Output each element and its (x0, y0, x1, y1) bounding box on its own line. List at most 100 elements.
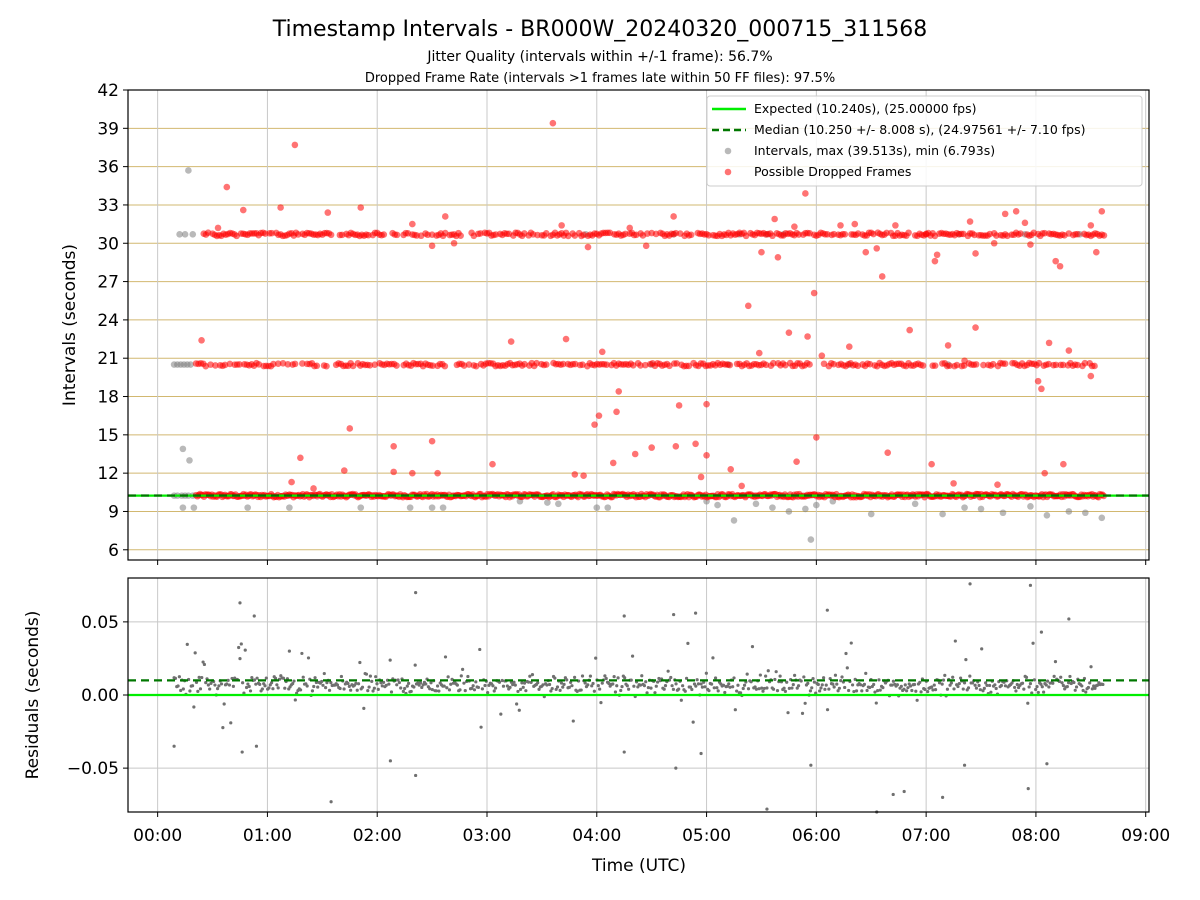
residual-point (405, 684, 409, 688)
dropped-frame-point (648, 444, 655, 451)
residual-point (800, 711, 805, 715)
residual-point (663, 684, 668, 688)
dropped-frame-point (637, 362, 644, 369)
residual-point (500, 678, 504, 683)
residual-point (1034, 687, 1038, 692)
residual-point (401, 689, 405, 693)
residual-point (793, 673, 797, 677)
residual-point (727, 682, 731, 686)
residual-point (764, 674, 768, 678)
residual-point (696, 682, 701, 686)
residual-point (366, 689, 370, 693)
dropped-frame-point (804, 333, 811, 340)
residual-point (891, 792, 895, 797)
interval-point (1065, 508, 1073, 515)
residual-point (670, 684, 674, 688)
residual-point (276, 686, 280, 690)
y-tick-label: 42 (97, 81, 119, 101)
residual-point (899, 684, 903, 688)
residual-point (956, 684, 960, 689)
residual-point (1014, 689, 1018, 693)
residual-point (1027, 685, 1031, 689)
residual-point (230, 676, 234, 681)
residual-point (1086, 685, 1090, 690)
dropped-frame-point (428, 242, 436, 250)
residual-point (371, 689, 375, 693)
residual-point (316, 685, 320, 689)
residual-point (985, 683, 989, 688)
residual-point (809, 763, 813, 767)
residual-point (372, 686, 376, 690)
interval-point (357, 504, 365, 511)
residual-point (403, 686, 407, 691)
residual-point (677, 687, 681, 691)
residual-point (518, 687, 523, 691)
residual-point (1039, 630, 1044, 634)
interval-point (185, 167, 192, 174)
x-tick-label: 01:00 (243, 826, 292, 846)
residual-point (1051, 681, 1055, 685)
residual-point (669, 675, 673, 680)
residual-point (471, 684, 475, 688)
residual-point (968, 674, 972, 678)
residual-point (370, 679, 374, 684)
residual-point (478, 647, 482, 652)
residual-point (1030, 691, 1034, 695)
dropped-frame-point (1052, 361, 1060, 369)
residual-point (528, 674, 532, 678)
legend-dropped-label: Possible Dropped Frames (754, 164, 911, 179)
dropped-frame-point (270, 360, 277, 368)
residual-point (644, 680, 648, 684)
residual-point (1084, 690, 1088, 694)
residual-point (442, 684, 446, 688)
residual-point (554, 687, 558, 692)
dropped-frame-point (1041, 469, 1049, 477)
residual-point (904, 689, 909, 693)
dropped-frame-point (615, 388, 623, 395)
residual-point (260, 687, 264, 691)
residual-point (231, 684, 235, 688)
residual-point (449, 682, 453, 686)
dropped-frame-point (212, 362, 219, 369)
residual-point (953, 639, 957, 643)
interval-point (555, 500, 562, 508)
residual-point (908, 684, 913, 688)
residual-point (662, 687, 666, 691)
residual-point (674, 682, 678, 686)
residual-point (598, 687, 602, 691)
residual-point (604, 676, 608, 681)
dropped-frame-point (824, 231, 831, 238)
residual-point (446, 675, 450, 679)
residual-point (993, 683, 997, 687)
dropped-frame-point (818, 352, 826, 359)
dropped-frame-point (802, 190, 809, 197)
dropped-frame-point (591, 421, 598, 428)
dropped-frame-point (830, 360, 837, 368)
dropped-frame-point (1012, 208, 1020, 215)
residual-point (493, 686, 498, 690)
dropped-frame-point (972, 250, 979, 257)
residual-y-tick-label: −0.05 (67, 759, 119, 779)
residual-point (1032, 678, 1036, 682)
dropped-frame-point (542, 361, 550, 368)
residual-point (459, 674, 463, 678)
residual-point (821, 676, 826, 680)
residual-point (806, 681, 810, 686)
residual-point (827, 687, 831, 691)
residual-point (287, 649, 291, 653)
y-tick-label: 15 (97, 426, 119, 446)
dropped-frame-point (571, 471, 579, 478)
residual-point (409, 689, 413, 694)
residual-point (745, 672, 749, 676)
dropped-frame-point (198, 337, 205, 344)
residual-point (1047, 685, 1051, 689)
residual-point (255, 676, 259, 680)
dropped-frame-point (631, 450, 639, 458)
residual-point (1044, 683, 1048, 687)
dropped-frame-point (994, 481, 1001, 488)
residual-point (683, 689, 687, 693)
residual-point (1036, 690, 1040, 695)
dropped-frame-point (1027, 241, 1034, 248)
residual-point (196, 689, 200, 694)
